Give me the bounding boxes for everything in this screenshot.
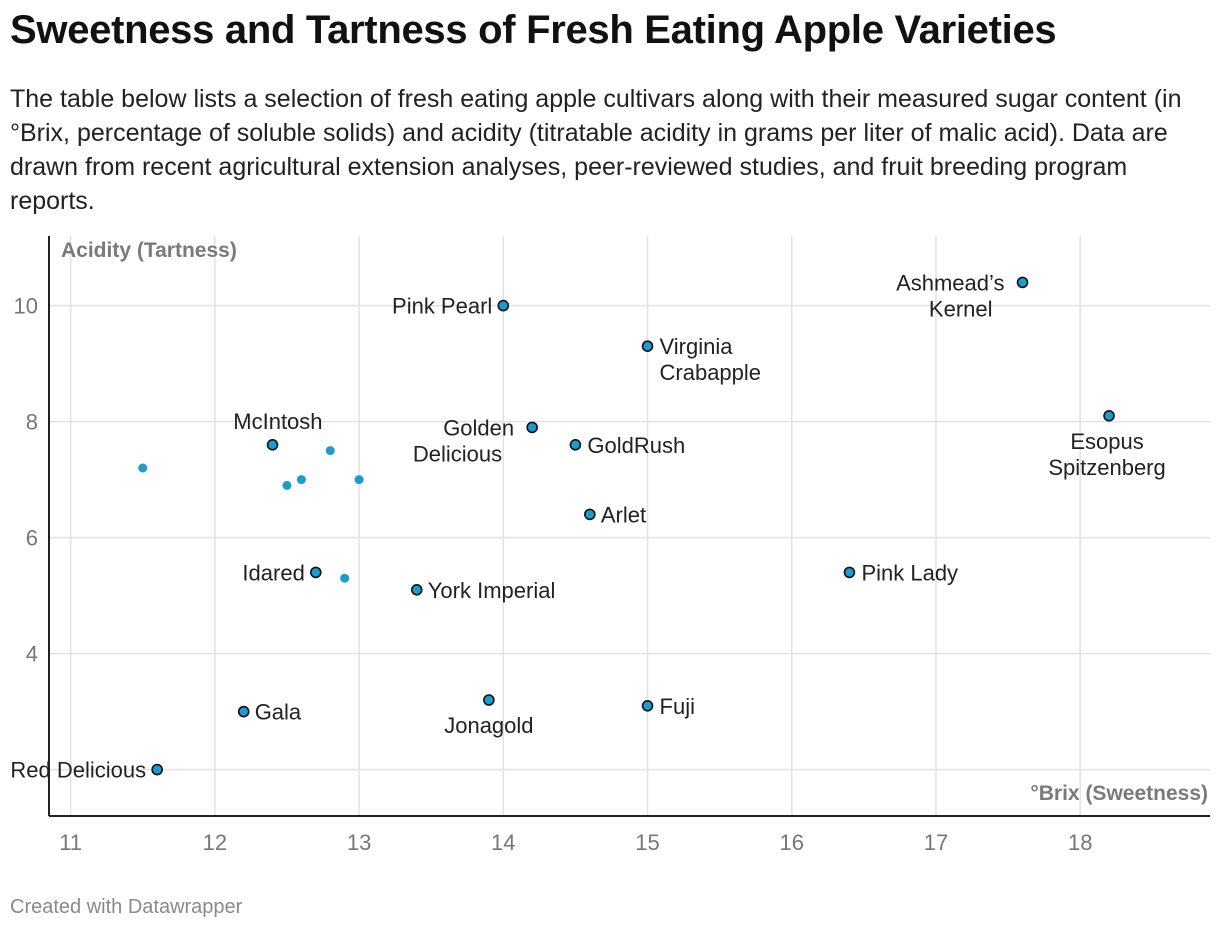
point-label: Ashmead’s Kernel [896,270,1004,321]
chart-title: Sweetness and Tartness of Fresh Eating A… [10,8,1057,52]
point-label: Arlet [601,502,646,527]
point-label: Gala [255,700,302,725]
data-point [584,508,596,521]
tick-labels: 11 12 13 14 15 16 17 18 4 6 8 10 [14,294,1093,855]
point-label: Idared [242,560,304,585]
data-point [1103,410,1115,422]
x-tick-label: 18 [1068,830,1092,855]
point-label: Red Delicious [10,758,146,783]
data-point [569,439,582,451]
data-points [138,276,1115,776]
axes [48,236,1210,817]
data-point [138,463,148,473]
data-point [237,705,250,718]
point-label: Pink Pearl [392,294,492,319]
data-point [526,421,538,434]
data-point [296,475,306,485]
point-label: McIntosh [233,409,322,434]
x-tick-label: 11 [59,830,82,855]
x-tick-label: 12 [203,830,227,855]
data-point [266,439,279,451]
point-label: York Imperial [428,578,556,603]
x-tick-label: 15 [635,830,659,855]
point-label: Esopus Spitzenberg [1048,429,1165,480]
point-labels: Pink Pearl Ashmead’s Kernel Virginia Crabapp… [10,270,1165,782]
x-tick-label: 17 [924,830,948,855]
point-label: Golden Delicious [413,415,514,466]
scatter-chart: 11 12 13 14 15 16 17 18 4 6 8 10 Acidity (Tartness)… [10,236,1210,855]
data-point [354,475,364,485]
data-point [310,566,322,579]
y-tick-label: 10 [14,294,38,319]
point-label: GoldRush [587,433,685,458]
data-point [282,480,292,490]
data-point [1016,276,1029,289]
grid-lines [49,236,1210,816]
data-point [497,299,510,312]
point-label: Virginia Crabapple [660,334,762,385]
data-point [340,573,350,583]
point-label: Fuji [660,694,695,719]
x-tick-label: 16 [780,830,804,855]
point-label: Pink Lady [861,560,958,585]
data-point [843,566,856,579]
y-tick-label: 6 [26,526,38,551]
data-point [151,763,163,776]
y-tick-label: 8 [26,410,38,435]
x-axis-title: °Brix (Sweetness) [1030,782,1208,805]
x-tick-label: 14 [491,830,515,855]
y-axis-title: Acidity (Tartness) [61,239,237,262]
data-point [483,694,495,706]
y-tick-label: 4 [26,642,38,667]
data-point [325,446,335,456]
data-point [641,340,654,352]
footer-credit: Created with Datawrapper [10,896,243,918]
point-label: Jonagold [444,713,533,738]
chart-description: The table below lists a selection of fre… [10,85,1182,215]
data-point [410,583,423,596]
data-point [641,699,654,712]
x-tick-label: 13 [347,830,371,855]
